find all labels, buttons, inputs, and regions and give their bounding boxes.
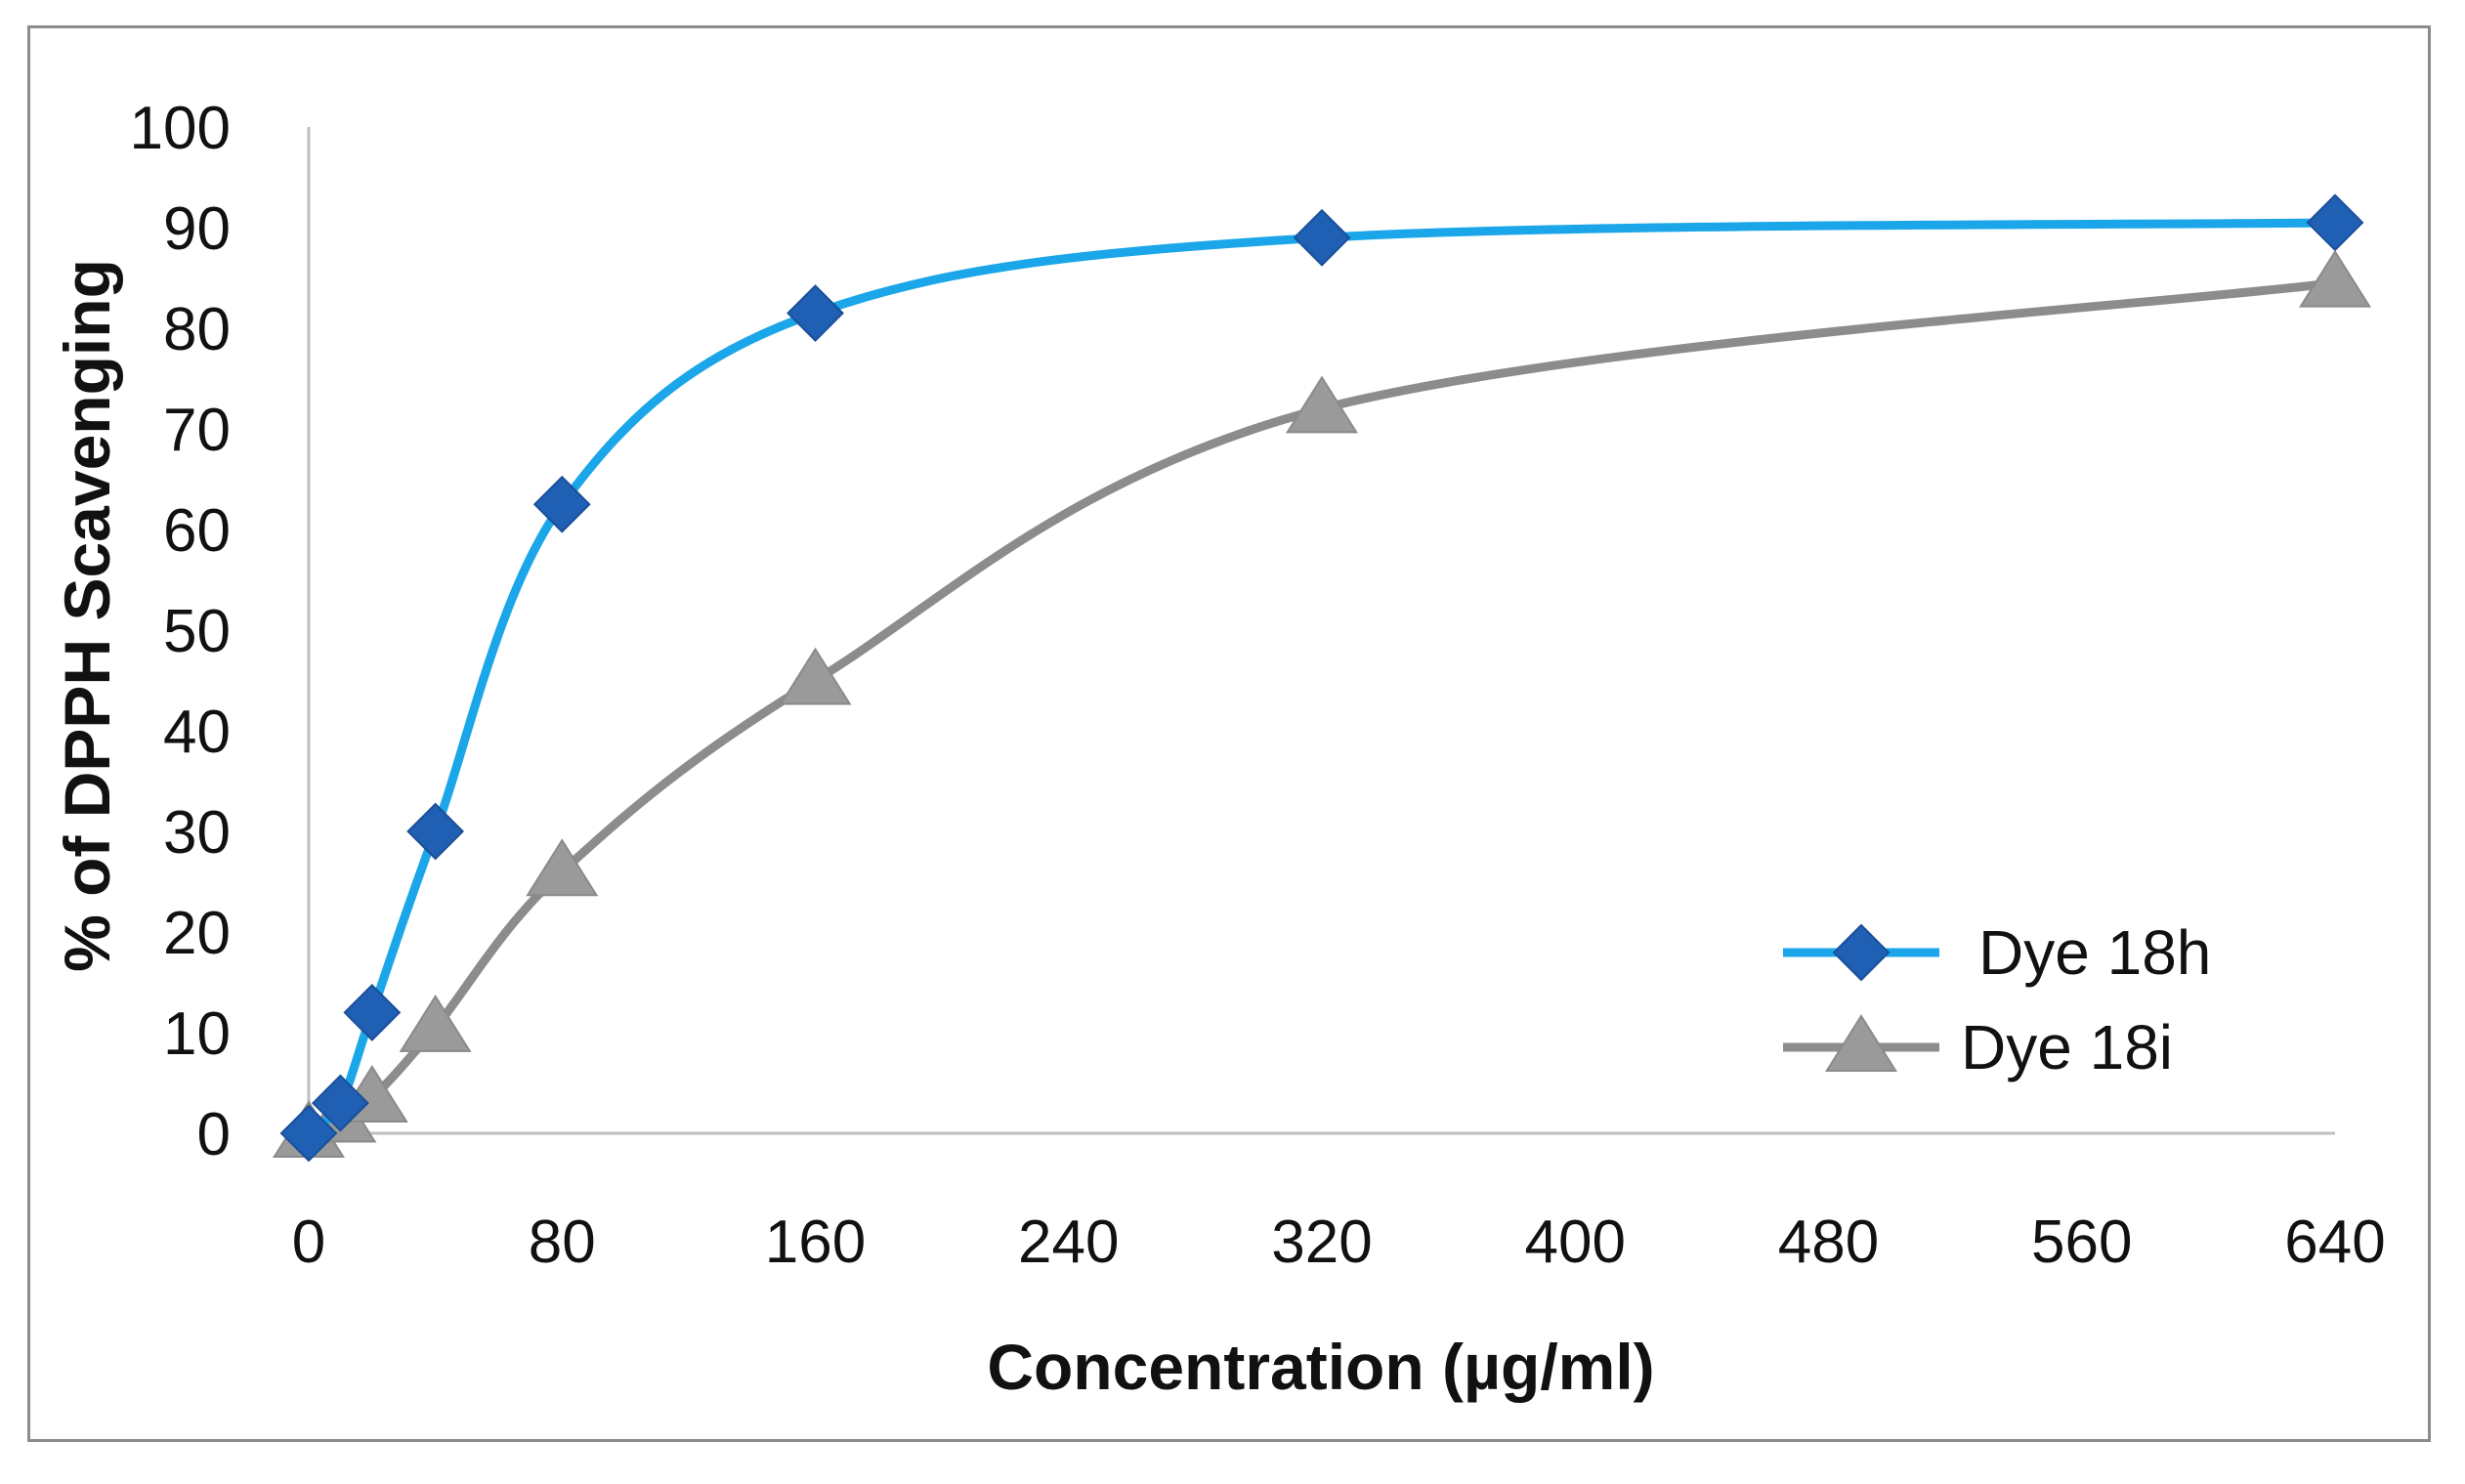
legend: Dye 18h Dye 18i <box>1783 917 2211 1082</box>
legend-marker-dye-18i <box>1824 1014 1898 1072</box>
data-point <box>406 802 465 861</box>
chart-frame <box>27 25 2431 1442</box>
x-tick-label: 320 <box>1271 1208 1372 1276</box>
data-point <box>526 838 599 897</box>
y-tick-label: 100 <box>130 95 231 162</box>
y-tick-label: 70 <box>163 397 231 464</box>
y-tick-label: 10 <box>163 1000 231 1068</box>
x-tick-label: 80 <box>529 1208 596 1276</box>
data-point <box>532 475 591 533</box>
y-tick-label: 20 <box>163 900 231 967</box>
y-tick-label: 90 <box>163 195 231 263</box>
x-axis-title: Concentration (µg/ml) <box>987 1331 1654 1403</box>
data-point <box>311 1074 369 1132</box>
x-tick-label: 480 <box>1778 1208 1879 1276</box>
y-tick-label: 80 <box>163 296 231 363</box>
data-point <box>1285 375 1359 434</box>
series-dye-18i <box>272 249 2372 1158</box>
legend-marker-dye-18h <box>1832 923 1891 982</box>
x-tick-label: 560 <box>2031 1208 2132 1276</box>
x-tick-label: 400 <box>1525 1208 1626 1276</box>
x-tick-label: 240 <box>1018 1208 1119 1276</box>
y-axis-title: % of DPPH Scavenging <box>51 259 123 972</box>
axes <box>307 127 2335 1135</box>
x-tick-label: 0 <box>292 1208 325 1276</box>
legend-label-dye-18i: Dye 18i <box>1961 1012 2173 1082</box>
y-tick-labels: 0 10 20 30 40 50 60 70 80 90 100 <box>130 95 231 1168</box>
data-point <box>2298 249 2372 308</box>
data-point <box>1293 208 1351 267</box>
x-tick-label: 640 <box>2284 1208 2385 1276</box>
data-point <box>343 983 402 1041</box>
data-point <box>2306 193 2364 252</box>
x-tick-labels: 0 80 160 240 320 400 480 560 640 <box>292 1208 2386 1276</box>
series-layer <box>272 193 2372 1163</box>
series-line <box>304 218 2340 1138</box>
x-tick-label: 160 <box>765 1208 866 1276</box>
legend-label-dye-18h: Dye 18h <box>1978 917 2211 988</box>
series-dye-18h <box>279 193 2364 1163</box>
y-tick-label: 40 <box>163 699 231 766</box>
data-point <box>779 647 852 705</box>
data-point <box>399 994 472 1052</box>
data-point <box>786 284 844 342</box>
data-point <box>279 1104 338 1163</box>
y-tick-label: 60 <box>163 497 231 565</box>
y-tick-label: 50 <box>163 598 231 665</box>
y-tick-label: 0 <box>197 1101 231 1168</box>
y-tick-label: 30 <box>163 799 231 867</box>
